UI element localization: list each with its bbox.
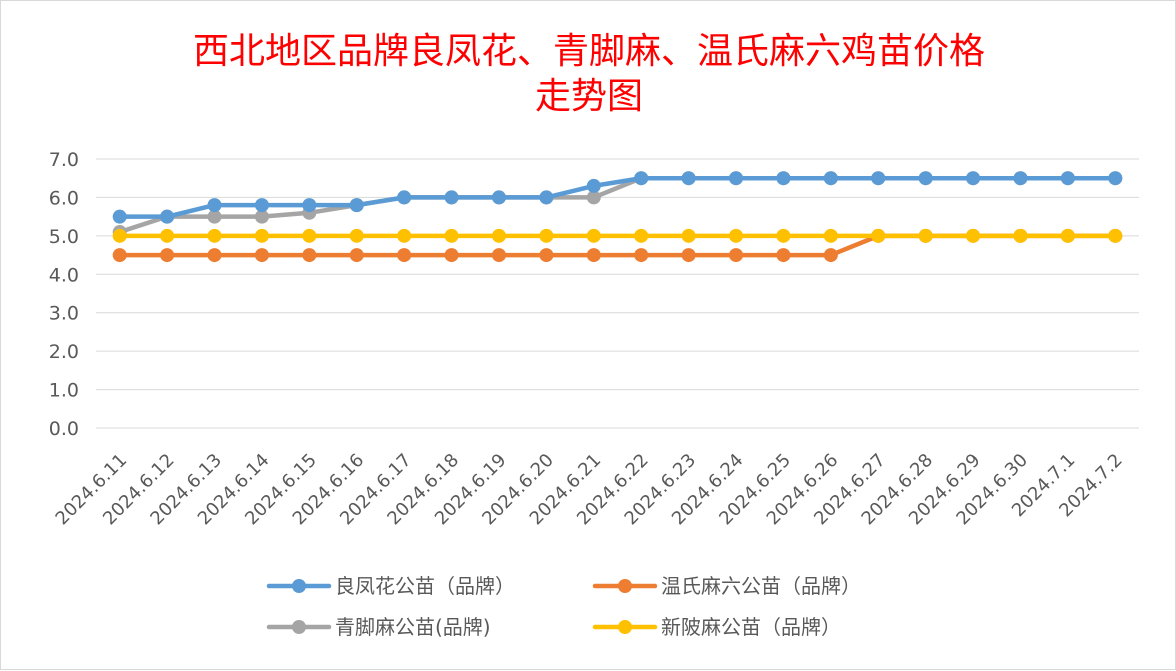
data-point xyxy=(586,178,601,193)
data-point xyxy=(112,228,127,243)
data-point xyxy=(918,171,933,186)
legend-item: 新陂麻公苗（品牌） xyxy=(592,615,841,639)
data-point xyxy=(1060,228,1075,243)
data-point xyxy=(539,228,554,243)
gridlines xyxy=(96,158,1139,429)
data-point xyxy=(729,228,744,243)
data-point xyxy=(823,171,838,186)
legend-item: 青脚麻公苗(品牌) xyxy=(266,615,491,639)
data-point xyxy=(634,171,649,186)
chart-title-line-1: 西北地区品牌良凤花、青脚麻、温氏麻六鸡苗价格 xyxy=(193,31,985,72)
y-tick-label: 4.0 xyxy=(49,264,79,286)
data-point xyxy=(302,248,317,263)
data-point xyxy=(160,209,175,224)
data-point xyxy=(302,198,317,213)
data-point xyxy=(302,228,317,243)
data-point xyxy=(254,228,269,243)
y-tick-label: 2.0 xyxy=(49,341,79,363)
data-point xyxy=(823,228,838,243)
data-point xyxy=(1013,228,1028,243)
data-point xyxy=(254,209,269,224)
data-point xyxy=(634,228,649,243)
data-point xyxy=(681,171,696,186)
data-point xyxy=(634,248,649,263)
data-point xyxy=(1060,171,1075,186)
series-lines xyxy=(112,171,1123,263)
data-point xyxy=(586,228,601,243)
data-point xyxy=(491,228,506,243)
legend-label: 温氏麻六公苗（品牌） xyxy=(661,574,861,598)
data-point xyxy=(207,228,222,243)
legend-swatch-marker xyxy=(618,620,632,634)
y-tick-label: 5.0 xyxy=(49,226,79,248)
y-tick-label: 1.0 xyxy=(49,380,79,402)
data-point xyxy=(586,190,601,205)
series-line xyxy=(117,175,1118,219)
data-point xyxy=(207,248,222,263)
data-point xyxy=(966,228,981,243)
data-point xyxy=(349,228,364,243)
data-point xyxy=(112,248,127,263)
legend: 良凤花公苗（品牌） 温氏麻六公苗（品牌） 青脚麻公苗(品牌) 新陂麻公苗（品牌） xyxy=(266,574,861,639)
data-point xyxy=(397,248,412,263)
chart-title-line-2: 走势图 xyxy=(535,76,643,117)
data-point xyxy=(160,248,175,263)
data-point xyxy=(539,248,554,263)
series-3 xyxy=(112,228,1123,243)
data-point xyxy=(823,248,838,263)
data-point xyxy=(397,228,412,243)
data-point xyxy=(254,198,269,213)
data-point xyxy=(918,228,933,243)
data-point xyxy=(539,190,554,205)
data-point xyxy=(444,190,459,205)
legend-swatch-marker xyxy=(618,579,632,593)
y-tick-label: 6.0 xyxy=(49,187,79,209)
data-point xyxy=(349,248,364,263)
x-axis-ticks: 2024.6.112024.6.122024.6.132024.6.142024… xyxy=(52,450,1127,530)
data-point xyxy=(491,248,506,263)
data-point xyxy=(1108,228,1123,243)
y-tick-label: 3.0 xyxy=(49,303,79,325)
y-tick-label: 7.0 xyxy=(49,149,79,171)
data-point xyxy=(776,248,791,263)
data-point xyxy=(444,228,459,243)
data-point xyxy=(112,209,127,224)
data-point xyxy=(491,190,506,205)
data-point xyxy=(966,171,981,186)
legend-swatch-marker xyxy=(292,579,306,593)
legend-label: 良凤花公苗（品牌） xyxy=(335,574,515,598)
series-0 xyxy=(112,171,1123,224)
data-point xyxy=(444,248,459,263)
y-axis-ticks: 0.0 1.0 2.0 3.0 4.0 5.0 6.0 7.0 xyxy=(49,149,79,440)
legend-swatch-marker xyxy=(292,620,306,634)
data-point xyxy=(1013,171,1028,186)
data-point xyxy=(349,198,364,213)
data-point xyxy=(871,228,886,243)
data-point xyxy=(776,171,791,186)
data-point xyxy=(871,171,886,186)
legend-label: 青脚麻公苗(品牌) xyxy=(335,615,491,639)
data-point xyxy=(586,248,601,263)
data-point xyxy=(207,198,222,213)
data-point xyxy=(160,228,175,243)
data-point xyxy=(1108,171,1123,186)
data-point xyxy=(681,228,696,243)
data-point xyxy=(254,248,269,263)
data-point xyxy=(729,171,744,186)
series-line xyxy=(117,233,1118,258)
legend-label: 新陂麻公苗（品牌） xyxy=(661,615,841,639)
data-point xyxy=(681,248,696,263)
data-point xyxy=(729,248,744,263)
legend-item: 温氏麻六公苗（品牌） xyxy=(592,574,861,598)
y-tick-label: 0.0 xyxy=(49,418,79,440)
legend-item: 良凤花公苗（品牌） xyxy=(266,574,515,598)
data-point xyxy=(776,228,791,243)
data-point xyxy=(207,209,222,224)
data-point xyxy=(397,190,412,205)
